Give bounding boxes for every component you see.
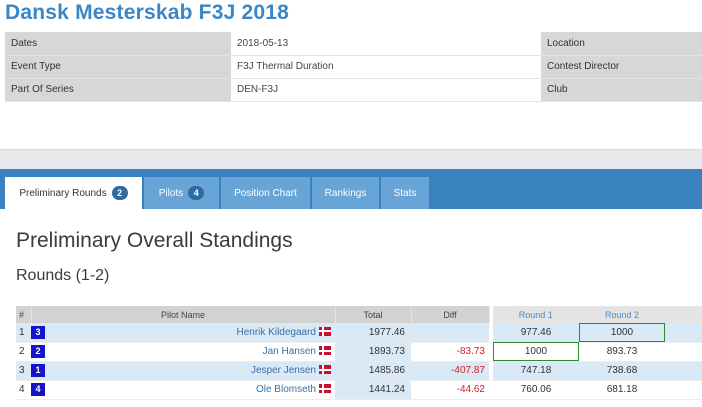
standings-title: Preliminary Overall Standings xyxy=(16,229,293,252)
info-label: Part Of Series xyxy=(5,78,231,102)
diff-score: -44.62 xyxy=(411,380,489,400)
info-label: Club xyxy=(541,78,702,102)
seed-badge: 3 xyxy=(31,325,45,339)
info-label: Dates xyxy=(5,32,231,56)
info-row-series: Part Of Series DEN-F3J Club xyxy=(5,78,702,102)
event-info-table: Dates 2018-05-13 Location Event Type F3J… xyxy=(5,32,702,102)
pilot-name-link[interactable]: Jesper Jensen xyxy=(250,365,316,376)
section-divider xyxy=(0,149,702,169)
diff-score xyxy=(411,323,489,343)
table-row[interactable]: 2 2 Jan Hansen 1893.73 -83.73 1000 893.7… xyxy=(16,342,702,362)
seed-cell: 1 xyxy=(31,361,75,381)
col-gap xyxy=(489,380,493,400)
tab-bar: Preliminary Rounds 2 Pilots 4 Position C… xyxy=(0,169,702,209)
rounds-subtitle: Rounds (1-2) xyxy=(16,267,110,284)
standings-table: # Pilot Name Total Diff Round 1 Round 2 … xyxy=(16,306,702,400)
col-gap xyxy=(489,361,493,381)
info-row-dates: Dates 2018-05-13 Location xyxy=(5,32,702,56)
table-row[interactable]: 3 1 Jesper Jensen 1485.86 -407.87 747.18… xyxy=(16,361,702,381)
total-score: 1485.86 xyxy=(335,361,411,381)
count-badge: 2 xyxy=(111,186,128,200)
count-badge: 4 xyxy=(188,186,205,200)
col-diff-header[interactable]: Diff xyxy=(411,306,490,323)
round1-score: 747.18 xyxy=(493,361,579,381)
round2-score: 893.73 xyxy=(579,342,665,362)
rank-number: 2 xyxy=(16,342,31,362)
seed-cell: 3 xyxy=(31,323,75,343)
col-round2-header[interactable]: Round 2 xyxy=(579,306,666,323)
col-gap xyxy=(489,342,493,362)
col-total-header[interactable]: Total xyxy=(335,306,412,323)
tab-position-chart[interactable]: Position Chart xyxy=(221,177,311,209)
round1-score: 977.46 xyxy=(493,323,579,343)
col-pilot-header[interactable]: Pilot Name xyxy=(31,306,336,323)
round1-score: 760.06 xyxy=(493,380,579,400)
seed-badge: 2 xyxy=(31,345,45,358)
pilot-name-link[interactable]: Ole Blomseth xyxy=(255,384,316,395)
tab-label: Rankings xyxy=(324,187,367,199)
table-row[interactable]: 1 3 Henrik Kildegaard 1977.46 977.46 100… xyxy=(16,323,702,343)
round2-score: 681.18 xyxy=(579,380,665,400)
pilot-cell: Henrik Kildegaard xyxy=(75,323,335,343)
tab-label: Preliminary Rounds xyxy=(19,187,107,199)
col-filler xyxy=(665,306,702,323)
denmark-flag-icon xyxy=(319,326,331,336)
tab-preliminary-rounds[interactable]: Preliminary Rounds 2 xyxy=(5,177,143,209)
info-value: F3J Thermal Duration xyxy=(231,55,541,79)
info-row-event-type: Event Type F3J Thermal Duration Contest … xyxy=(5,55,702,79)
pilot-cell: Ole Blomseth xyxy=(75,380,335,400)
info-label: Contest Director xyxy=(541,55,702,79)
tab-pilots[interactable]: Pilots 4 xyxy=(144,177,220,209)
total-score: 1893.73 xyxy=(335,342,411,362)
pilot-cell: Jan Hansen xyxy=(75,342,335,362)
pilot-name-link[interactable]: Jan Hansen xyxy=(262,346,316,357)
diff-score: -83.73 xyxy=(411,342,489,362)
round1-score-best: 1000 xyxy=(493,342,579,362)
seed-badge: 4 xyxy=(31,383,45,396)
rank-number: 3 xyxy=(16,361,31,381)
row-filler xyxy=(665,380,702,400)
row-filler xyxy=(665,342,702,362)
row-filler xyxy=(665,361,702,381)
col-num-header[interactable]: # xyxy=(16,306,32,323)
info-label: Location xyxy=(541,32,702,56)
row-filler xyxy=(665,323,702,343)
pilot-cell: Jesper Jensen xyxy=(75,361,335,381)
seed-badge: 1 xyxy=(31,364,45,377)
info-value: 2018-05-13 xyxy=(231,32,541,56)
denmark-flag-icon xyxy=(319,384,331,393)
info-value: DEN-F3J xyxy=(231,78,541,102)
round2-score-best: 1000 xyxy=(579,323,665,343)
rank-number: 4 xyxy=(16,380,31,400)
tab-rankings[interactable]: Rankings xyxy=(312,177,380,209)
diff-score: -407.87 xyxy=(411,361,489,381)
denmark-flag-icon xyxy=(319,365,331,374)
tab-label: Pilots xyxy=(158,187,184,199)
pilot-name-link[interactable]: Henrik Kildegaard xyxy=(236,326,317,338)
denmark-flag-icon xyxy=(319,346,331,355)
round2-score: 738.68 xyxy=(579,361,665,381)
table-header-row: # Pilot Name Total Diff Round 1 Round 2 xyxy=(16,306,702,323)
total-score: 1977.46 xyxy=(335,323,411,343)
rank-number: 1 xyxy=(16,323,31,343)
tab-stats[interactable]: Stats xyxy=(381,177,430,209)
total-score: 1441.24 xyxy=(335,380,411,400)
col-round1-header[interactable]: Round 1 xyxy=(493,306,580,323)
col-gap xyxy=(489,306,493,323)
event-title: Dansk Mesterskab F3J 2018 xyxy=(5,1,289,24)
table-row[interactable]: 4 4 Ole Blomseth 1441.24 -44.62 760.06 6… xyxy=(16,380,702,400)
seed-cell: 2 xyxy=(31,342,75,362)
tab-label: Stats xyxy=(393,187,417,199)
tab-label: Position Chart xyxy=(234,187,297,199)
info-label: Event Type xyxy=(5,55,231,79)
seed-cell: 4 xyxy=(31,380,75,400)
col-gap xyxy=(489,323,493,343)
